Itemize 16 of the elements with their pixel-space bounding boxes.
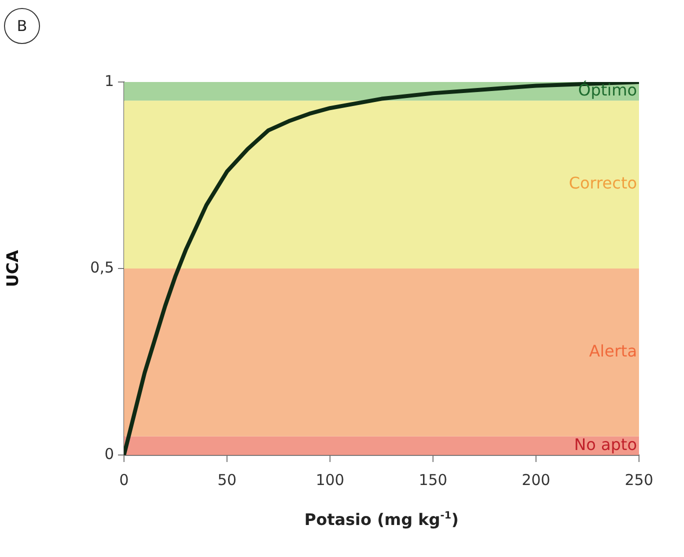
- y-tick-label: 0: [104, 444, 114, 463]
- x-tick-label: 50: [217, 470, 237, 489]
- y-tick-label: 1: [104, 72, 114, 90]
- y-axis-title: UCA: [2, 249, 22, 288]
- x-tick-label: 100: [316, 470, 344, 489]
- y-tick-label: 0,5: [90, 258, 114, 276]
- x-tick-label: 200: [522, 470, 550, 489]
- x-axis-title: Potasio (mg kg$^{-1}$): [303, 510, 460, 529]
- band-label: Correcto: [568, 174, 637, 193]
- band-label: Óptimo: [578, 80, 637, 100]
- x-tick-label: 150: [418, 470, 448, 489]
- band-label: No apto: [574, 434, 637, 454]
- x-tick-label: 250: [624, 470, 654, 489]
- band-label: Alerta: [589, 342, 637, 361]
- text: B: [4, 8, 40, 44]
- x-tick-label: 0: [119, 470, 129, 489]
